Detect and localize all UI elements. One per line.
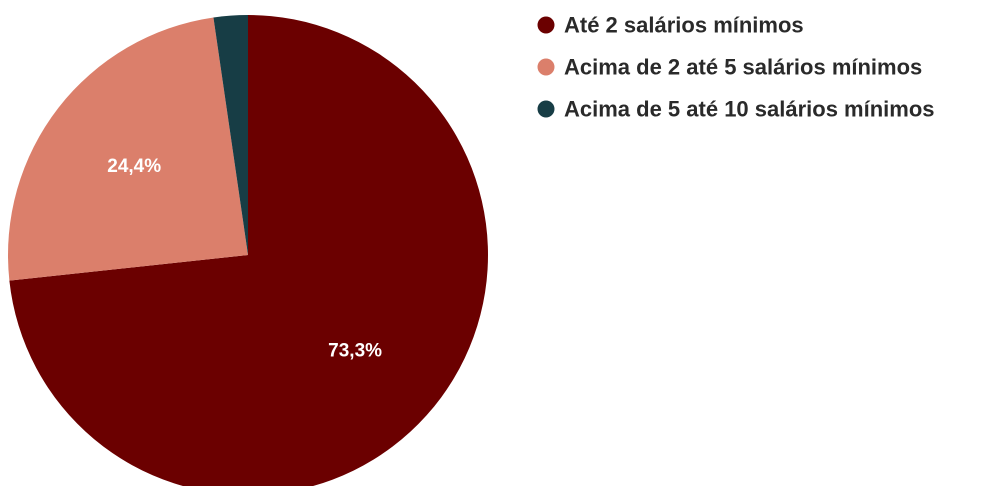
pie-slice-3	[213, 15, 248, 255]
legend-marker-2	[537, 58, 555, 76]
legend-label-1: Até 2 salários mínimos	[564, 13, 804, 38]
slice-labels: 73,3% 24,4%	[107, 156, 382, 362]
legend-marker-1	[537, 16, 555, 34]
pie-slices	[7, 15, 488, 486]
legend: Até 2 salários mínimos Acima de 2 até 5 s…	[537, 13, 935, 122]
pie-slice-2	[7, 17, 248, 281]
legend-label-3: Acima de 5 até 10 salários mínimos	[564, 97, 935, 122]
slice-label-2: 24,4%	[107, 156, 161, 177]
slice-label-1: 73,3%	[328, 340, 382, 361]
legend-label-2: Acima de 2 até 5 salários mínimos	[564, 55, 922, 80]
pie-slice-1	[9, 15, 488, 486]
legend-marker-3	[537, 100, 555, 118]
